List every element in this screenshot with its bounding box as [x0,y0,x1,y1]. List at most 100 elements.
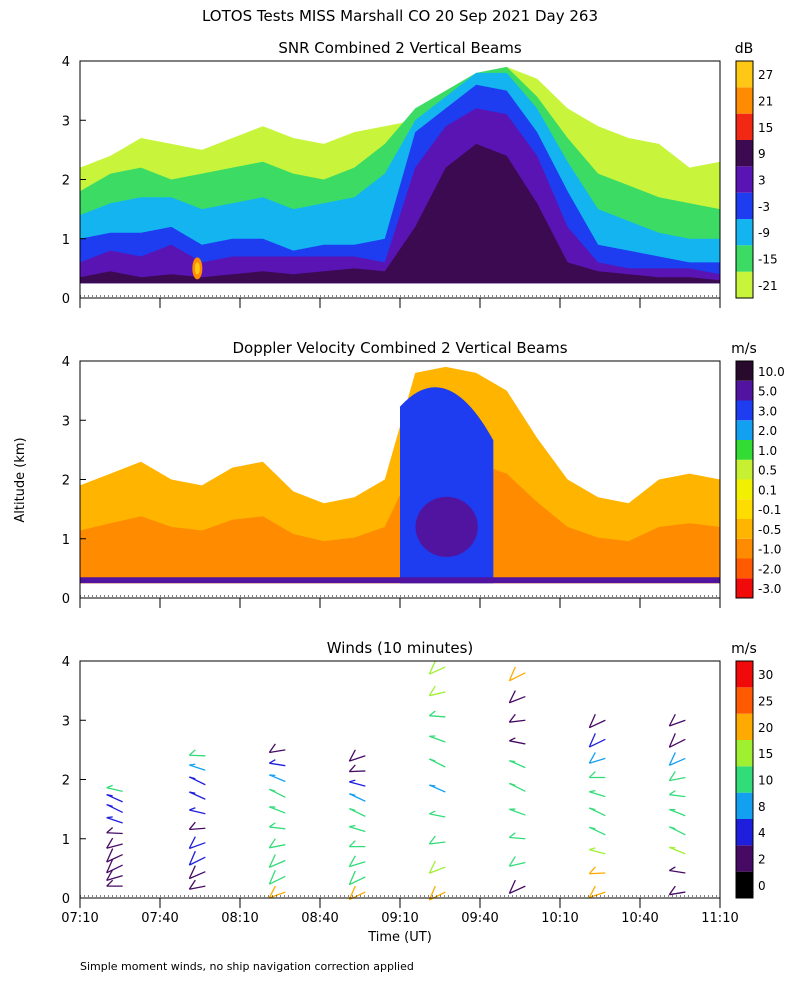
colorbar-label: 9 [758,147,766,161]
wind-barb-flag [668,885,676,896]
wind-barb [509,672,526,682]
y-tick-label: 2 [62,474,70,489]
wind-barb [106,874,123,882]
colorbar-label: 25 [758,695,773,709]
wind-barb-flag [188,850,196,866]
colorbar-label: 5.0 [758,385,777,399]
wind-barb-flag [429,784,436,787]
colorbar-label: -3 [758,200,770,214]
y-tick-label: 0 [62,592,70,607]
snr-units-label: dB [735,41,754,57]
colorbar-label: 0 [758,879,766,893]
wind-barb-flag [429,758,436,762]
x-tick-label: 10:10 [541,911,578,926]
wind-barb [669,808,686,817]
winds-units-label: m/s [731,641,757,657]
wind-barb [269,749,286,754]
colorbar-swatch [736,578,753,598]
wind-barb [106,816,123,824]
colorbar-swatch [736,499,753,519]
wind-barb-flag [509,782,516,786]
colorbar-swatch [736,271,753,298]
colorbar-label: 15 [758,747,773,761]
wind-barb [429,735,446,743]
colorbar-label: 2 [758,853,766,867]
wind-barb [589,719,606,729]
wind-barb-flag [268,885,276,899]
colorbar-swatch [736,140,753,167]
wind-barb-flag [189,763,196,766]
wind-barb-flag [349,793,356,796]
wind-barb [269,762,286,767]
wind-barb [669,891,686,896]
colorbar-label: -2.0 [758,562,781,576]
wind-barb-flag [188,749,196,756]
colorbar-swatch [736,420,753,440]
wind-barb [509,836,526,840]
colorbar-swatch [736,192,753,219]
wind-barb [189,764,206,771]
wind-barb [509,885,526,894]
wind-barb-flag [268,822,276,828]
colorbar-swatch [736,380,753,401]
wind-barb [106,864,123,874]
wind-barb [429,891,446,901]
wind-barb-flag [106,879,114,887]
wind-barb-flag [669,866,676,872]
wind-barb [429,715,446,718]
wind-barb [106,853,123,863]
wind-barb [349,770,366,773]
wind-barb [509,695,526,704]
colorbar-frame [735,60,754,299]
wind-barb-flag [268,854,276,868]
colorbar-swatch [736,519,753,539]
wind-barb [349,781,366,787]
wind-barb-flag [349,808,356,811]
colorbar-label: 2.0 [758,424,777,438]
colorbar-swatch [736,361,753,381]
x-tick-label: 07:40 [141,911,178,926]
colorbar-swatch [736,440,753,460]
colorbar-swatch [736,687,753,714]
snr-hot-spot-core [194,262,200,275]
wind-barb-flag [668,771,676,782]
colorbar-swatch [736,245,753,272]
wind-barb [269,859,286,868]
wind-barb-flag [429,810,436,815]
colorbar-swatch [736,166,753,193]
wind-barb-flag [106,803,113,808]
wind-barb-flag [188,865,196,879]
colorbar-label: -0.5 [758,523,781,537]
wind-barb-flag [349,779,356,783]
y-tick-label: 1 [62,833,70,848]
wind-barb [509,740,526,745]
wind-barb [589,757,606,764]
wind-barb [106,832,123,835]
wind-barb [509,808,526,816]
colorbar-swatch [736,459,753,480]
snr-panel: SNR Combined 2 Vertical Beams dB 0 1 2 3 4 -2… [62,39,778,308]
wind-barb-flag [188,836,196,849]
y-tick-label: 4 [62,655,70,670]
wind-barb-flag [348,749,356,762]
colorbar-swatch [736,871,753,898]
y-tick-label: 0 [62,892,70,907]
wind-barb [189,842,206,850]
colorbar-label: 4 [758,826,766,840]
x-tick-label: 07:10 [61,911,98,926]
x-axis-label: Time (UT) [367,930,432,945]
velocity-panel: Doppler Velocity Combined 2 Vertical Bea… [62,339,785,608]
winds-panel-title: Winds (10 minutes) [327,639,474,657]
y-tick-label: 3 [62,114,70,129]
wind-barb-flag [509,760,516,763]
snr-layer-9 [80,143,720,284]
y-tick-label: 2 [62,174,70,189]
y-tick-label: 3 [62,714,70,729]
wind-barb-flag [348,870,356,885]
wind-barb [429,666,446,675]
wind-barb [429,691,446,697]
wind-barb-flag [669,826,676,830]
colorbar-swatch [736,766,753,793]
velocity-surface-band [80,577,720,584]
